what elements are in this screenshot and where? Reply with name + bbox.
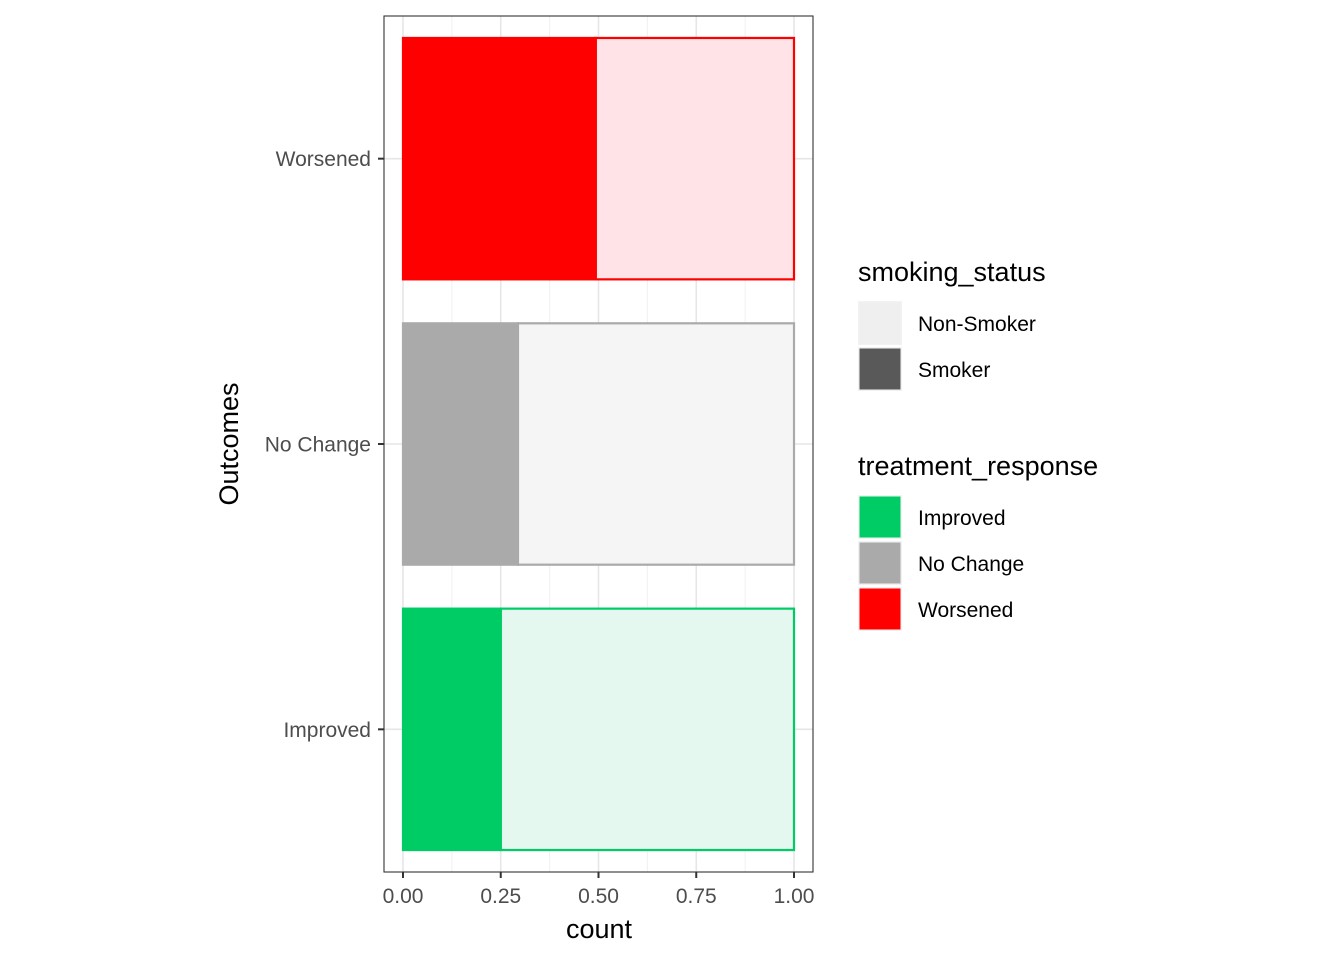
x-tick-label: 0.00	[383, 885, 424, 908]
bar-worsened-smoker	[401, 36, 597, 281]
legend-label: Worsened	[918, 599, 1013, 622]
legend-label: Smoker	[918, 359, 990, 382]
legend-treatment-response: treatment_response Improved No Change Worse…	[858, 451, 1098, 631]
legend-label: Improved	[918, 507, 1006, 530]
bars	[401, 36, 796, 852]
bar-no-change-smoker	[401, 322, 520, 566]
x-tick-label: 0.50	[578, 885, 619, 908]
legend-key	[859, 496, 901, 538]
x-axis-title: count	[566, 914, 633, 944]
bar-improved-non-smoker	[499, 607, 796, 852]
y-axis-title: Outcomes	[214, 382, 244, 505]
legend-title: treatment_response	[858, 451, 1098, 481]
y-tick-label: No Change	[265, 434, 371, 457]
legend-key	[859, 588, 901, 630]
y-tick-label: Worsened	[276, 148, 371, 171]
legend-label: No Change	[918, 553, 1024, 576]
legend-key	[859, 302, 901, 344]
legend-smoking-status: smoking_status Non-Smoker Smoker	[858, 257, 1046, 391]
x-tick-label: 0.25	[480, 885, 521, 908]
x-tick-label: 1.00	[774, 885, 815, 908]
x-axis: 0.00 0.25 0.50 0.75 1.00	[383, 872, 815, 908]
legend-title: smoking_status	[858, 257, 1046, 287]
y-axis: Improved No Change Worsened	[265, 148, 384, 742]
legend-label: Non-Smoker	[918, 313, 1036, 336]
legend-key	[859, 542, 901, 584]
legend-key	[859, 348, 901, 390]
bar-worsened-non-smoker	[594, 36, 796, 281]
bar-no-change-non-smoker	[516, 322, 796, 566]
x-tick-label: 0.75	[676, 885, 717, 908]
legends: smoking_status Non-Smoker Smoker treatment_…	[858, 257, 1098, 631]
bar-improved-smoker	[401, 607, 502, 852]
y-tick-label: Improved	[283, 719, 371, 742]
